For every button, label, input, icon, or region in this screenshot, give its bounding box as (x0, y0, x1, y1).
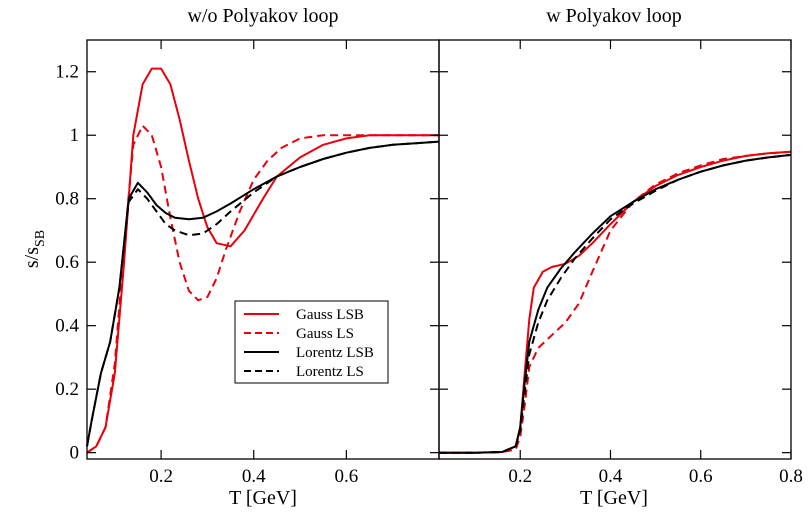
legend-label-lorentz-lsb: Lorentz LSB (296, 345, 374, 361)
left-panel-title: w/o Polyakov loop (187, 5, 338, 27)
right-x-axis-title: T [GeV] (580, 487, 648, 509)
left-series-group (86, 67, 440, 454)
x-tick-label: 0.8 (779, 466, 803, 487)
right-series-group (439, 150, 792, 454)
y-tick-label: 1.2 (55, 62, 79, 83)
legend-label-gauss-lsb: Gauss LSB (296, 307, 364, 323)
y-axis-title-main: s/s (21, 247, 43, 268)
y-axis-title: s/sSB (21, 230, 48, 268)
series-line-lorentz-lsb (86, 140, 440, 447)
right-tick-group: 0.2 0.4 0.6 0.8 (439, 40, 803, 487)
y-tick-label: 0.2 (55, 379, 79, 400)
series-line-gauss-lsb (86, 67, 439, 454)
right-panel-title: w Polyakov loop (546, 5, 682, 27)
x-tick-label: 0.6 (334, 466, 358, 487)
y-tick-label: 0 (70, 443, 80, 464)
right-panel: w Polyakov loop 0.2 0.4 0.6 0.8 T [GeV] (438, 5, 803, 509)
y-tick-label: 0.8 (55, 189, 79, 210)
left-panel: w/o Polyakov loop 0.2 0.4 0.6 0 0.2 0.4 0.6 0.8… (21, 5, 440, 509)
left-tick-group: 0.2 0.4 0.6 0 0.2 0.4 0.6 0.8 1 1.2 (55, 40, 439, 487)
y-tick-label: 0.4 (55, 316, 79, 337)
y-axis-title-subscript: SB (33, 230, 48, 247)
y-tick-label: 0.6 (55, 252, 79, 273)
left-x-axis-title: T [GeV] (229, 487, 297, 509)
x-tick-label: 0.6 (689, 466, 713, 487)
legend-label-gauss-ls: Gauss LS (296, 326, 354, 342)
series-line-lorentz-ls (86, 140, 440, 447)
x-tick-label: 0.2 (508, 466, 532, 487)
x-tick-label: 0.2 (149, 466, 173, 487)
legend: Gauss LSB Gauss LS Lorentz LSB Lorentz L… (234, 300, 389, 384)
y-tick-label: 1 (70, 125, 80, 146)
series-line-lorentz-ls (439, 153, 792, 454)
x-tick-label: 0.4 (242, 466, 266, 487)
legend-label-lorentz-ls: Lorentz LS (296, 364, 364, 380)
x-tick-label: 0.4 (599, 466, 623, 487)
series-line-gauss-ls (439, 150, 792, 454)
right-plot-frame (438, 39, 792, 460)
